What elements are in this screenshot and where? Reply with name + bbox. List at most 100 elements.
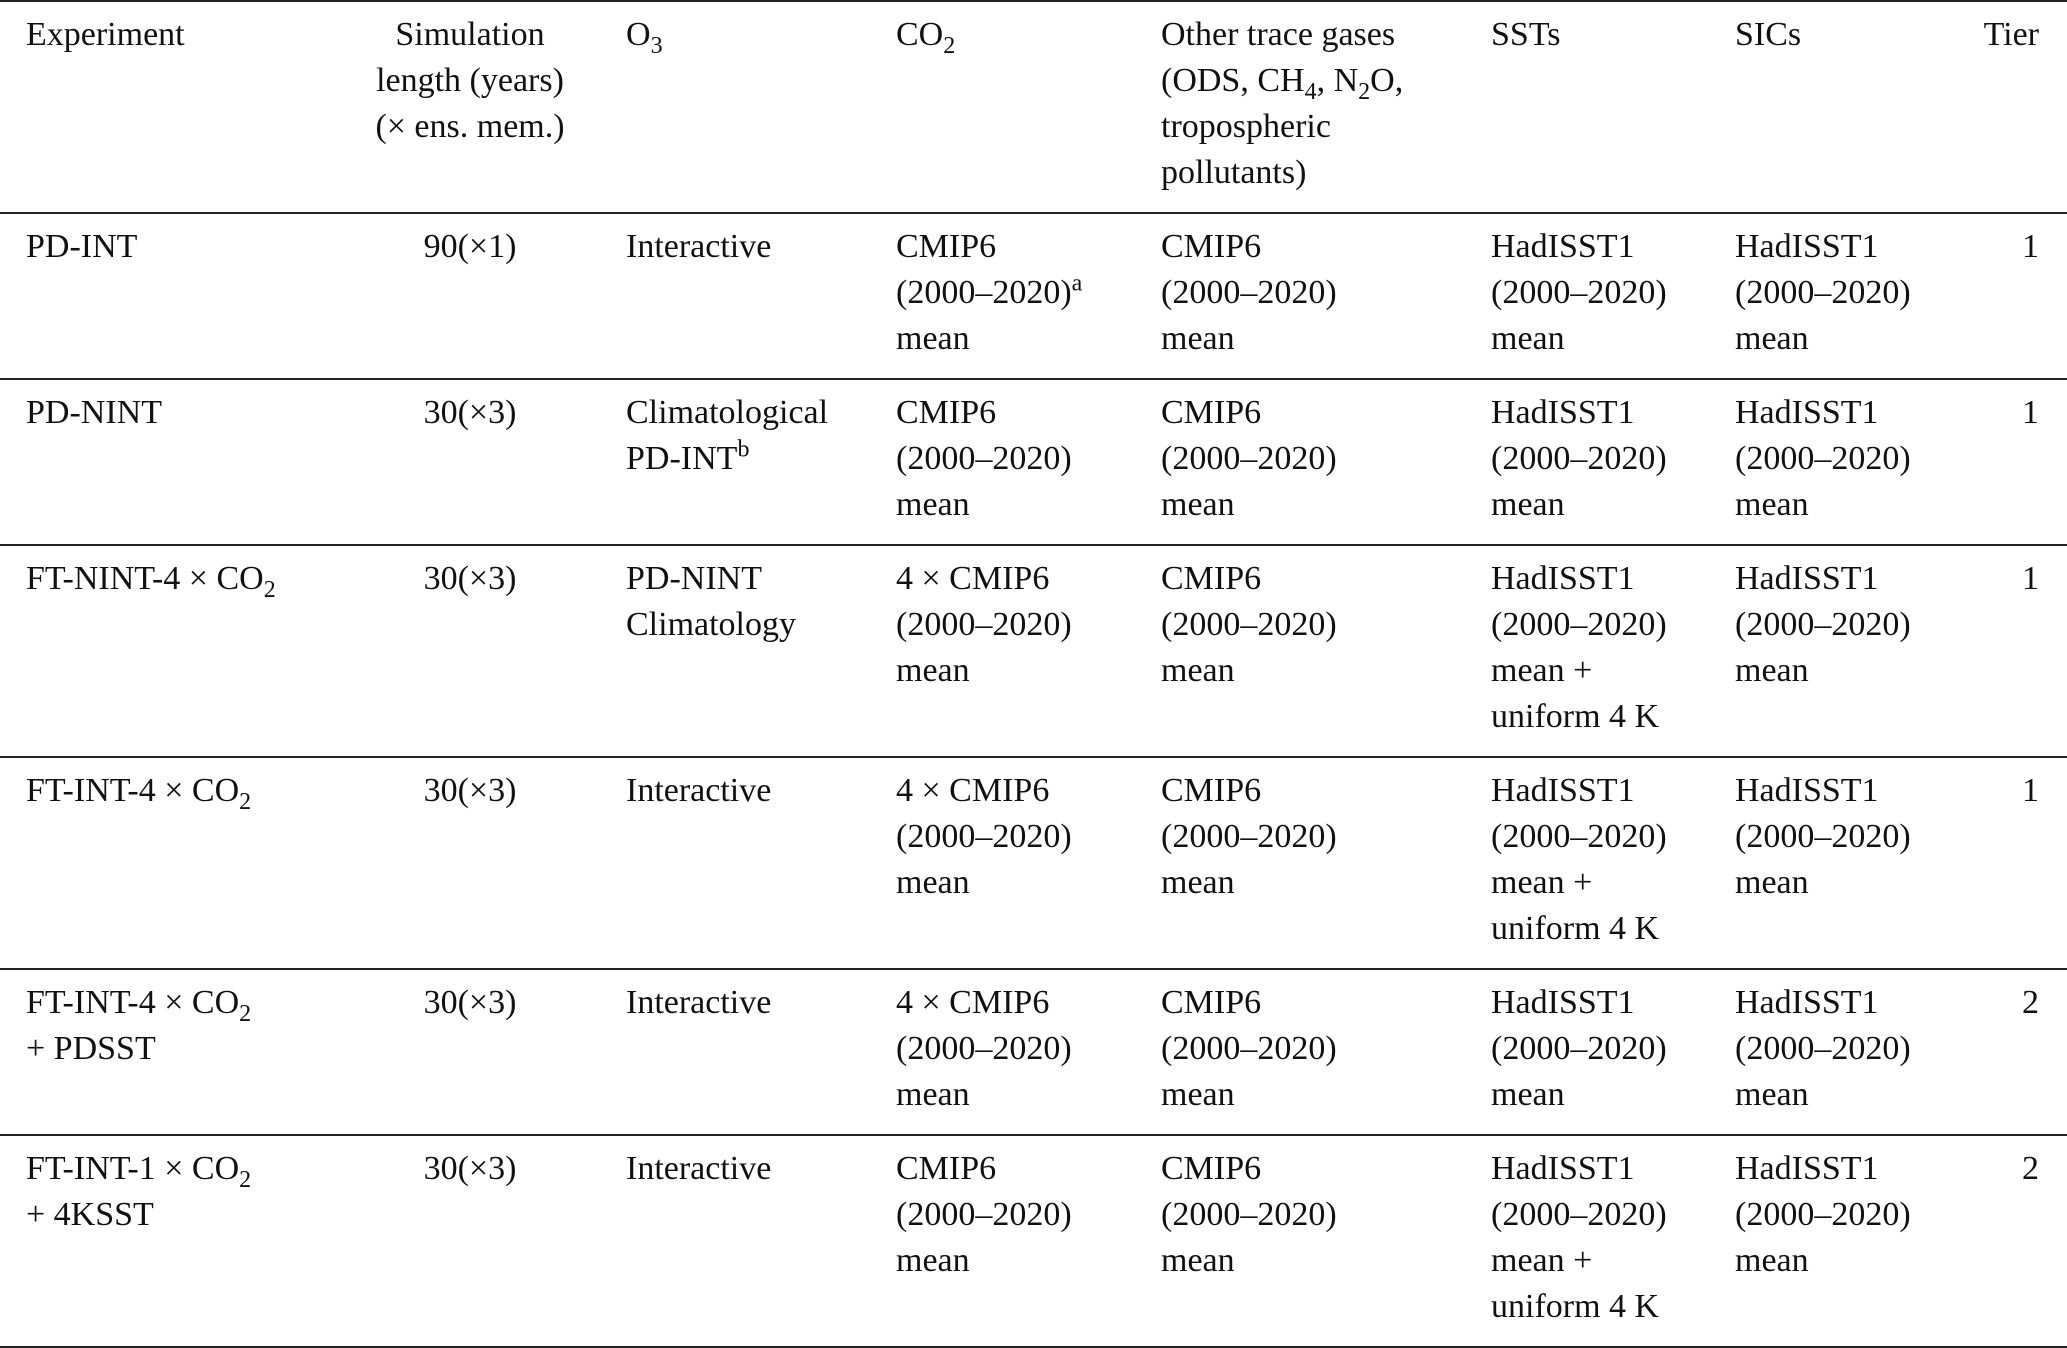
cell-line: Simulation	[395, 16, 545, 53]
cell-line: PD-INTb	[626, 436, 880, 482]
cell-line: Interactive	[626, 984, 772, 1021]
table-cell: HadISST1 (2000–2020) mean	[1719, 1135, 1960, 1347]
table-cell: HadISST1 (2000–2020) mean	[1719, 545, 1960, 757]
cell-line: uniform 4 K	[1491, 910, 1660, 947]
cell-line: (2000–2020)a	[896, 270, 1145, 316]
table-header: Experiment Simulation length (years) (× ens…	[0, 1, 2067, 213]
table-cell: O3	[610, 1, 880, 213]
cell-line: mean	[1491, 1076, 1565, 1113]
cell-line: mean	[1735, 1076, 1809, 1113]
cell-line: (2000–2020)	[896, 440, 1072, 477]
cell-line: 30(×3)	[423, 1150, 517, 1187]
table-cell: Interactive	[610, 757, 880, 969]
cell-line: CMIP6	[896, 394, 997, 431]
text-run: FT-NINT-4 × CO	[26, 560, 264, 597]
cell-line: HadISST1	[1491, 772, 1635, 809]
text-run: PD-INT	[626, 440, 738, 477]
cell-line: mean	[1491, 320, 1565, 357]
table-cell: SICs	[1719, 1, 1960, 213]
cell-line: HadISST1	[1735, 394, 1879, 431]
table-cell: 30(×3)	[330, 379, 610, 545]
cell-line: mean	[1161, 652, 1235, 689]
cell-line: HadISST1	[1735, 560, 1879, 597]
subscript: 2	[1358, 78, 1371, 105]
cell-line: (2000–2020)	[1491, 818, 1667, 855]
cell-line: CMIP6	[1161, 560, 1262, 597]
cell-line: HadISST1	[1491, 560, 1635, 597]
table-cell: CMIP6 (2000–2020) mean	[880, 379, 1145, 545]
table-cell: 30(×3)	[330, 757, 610, 969]
subscript: 2	[239, 1000, 252, 1027]
subscript: 2	[239, 788, 252, 815]
table-cell: PD-INT	[0, 213, 330, 379]
cell-line: mean	[1491, 486, 1565, 523]
table-cell: HadISST1 (2000–2020) mean	[1475, 379, 1719, 545]
table-cell: Climatological PD-INTb	[610, 379, 880, 545]
table-cell: 30(×3)	[330, 545, 610, 757]
cell-line: mean	[1735, 864, 1809, 901]
table-cell: HadISST1 (2000–2020) mean + uniform 4 K	[1475, 545, 1719, 757]
text-run: O	[626, 16, 651, 53]
text-run: O,	[1370, 62, 1404, 99]
cell-line: HadISST1	[1491, 984, 1635, 1021]
cell-line: (2000–2020)	[1735, 440, 1911, 477]
subscript: 3	[650, 32, 663, 59]
cell-line: SICs	[1735, 16, 1802, 53]
table-body: PD-INT 90(×1) Interactive CMIP6 (2000–2020)a…	[0, 213, 2067, 1347]
cell-line: (2000–2020)	[1491, 274, 1667, 311]
subscript: 2	[263, 576, 276, 603]
cell-line: pollutants)	[1161, 154, 1307, 191]
cell-line: (2000–2020)	[1491, 606, 1667, 643]
cell-line: PD-NINT	[626, 560, 762, 597]
cell-line: + 4KSST	[26, 1196, 154, 1233]
table-cell: 1	[1960, 757, 2067, 969]
cell-line: mean	[1735, 652, 1809, 689]
table-cell: FT-INT-1 × CO2 + 4KSST	[0, 1135, 330, 1347]
table-cell: SSTs	[1475, 1, 1719, 213]
table-row: PD-NINT 30(×3) Climatological PD-INTb CMIP6 (…	[0, 379, 2067, 545]
cell-line: mean +	[1491, 652, 1593, 689]
table-cell: HadISST1 (2000–2020) mean	[1719, 757, 1960, 969]
cell-line: 30(×3)	[423, 772, 517, 809]
table-cell: 2	[1960, 1135, 2067, 1347]
cell-line: CMIP6	[1161, 772, 1262, 809]
cell-line: mean	[896, 864, 970, 901]
cell-line: (2000–2020)	[1735, 818, 1911, 855]
cell-line: CMIP6	[1161, 1150, 1262, 1187]
cell-line: PD-NINT	[26, 394, 162, 431]
table-cell: 30(×3)	[330, 969, 610, 1135]
table-cell: CMIP6 (2000–2020) mean	[1145, 757, 1475, 969]
table-cell: Interactive	[610, 1135, 880, 1347]
cell-line: (2000–2020)	[1735, 274, 1911, 311]
cell-line: CMIP6	[1161, 228, 1262, 265]
table-cell: HadISST1 (2000–2020) mean	[1719, 969, 1960, 1135]
cell-line: 1	[2022, 394, 2039, 431]
cell-line: mean	[1161, 486, 1235, 523]
table-cell: 4 × CMIP6 (2000–2020) mean	[880, 545, 1145, 757]
cell-line: (2000–2020)	[1491, 1196, 1667, 1233]
superscript: a	[1071, 270, 1083, 297]
cell-line: CMIP6	[896, 228, 997, 265]
cell-line: HadISST1	[1735, 984, 1879, 1021]
table-cell: 2	[1960, 969, 2067, 1135]
cell-line: (2000–2020)	[1491, 1030, 1667, 1067]
text-run: FT-INT-1 × CO	[26, 1150, 240, 1187]
superscript: b	[737, 436, 750, 463]
cell-line: Other trace gases	[1161, 16, 1396, 53]
cell-line: CO2	[896, 12, 1145, 58]
table-cell: CMIP6 (2000–2020) mean	[1145, 379, 1475, 545]
cell-line: Interactive	[626, 772, 772, 809]
table-cell: FT-NINT-4 × CO2	[0, 545, 330, 757]
cell-line: (2000–2020)	[1161, 274, 1337, 311]
cell-line: mean	[1735, 486, 1809, 523]
table-cell: CMIP6 (2000–2020) mean	[880, 1135, 1145, 1347]
cell-line: mean	[1161, 1076, 1235, 1113]
table-cell: HadISST1 (2000–2020) mean	[1475, 213, 1719, 379]
cell-line: (2000–2020)	[1161, 1030, 1337, 1067]
table-cell: 90(×1)	[330, 213, 610, 379]
text-run: , N	[1316, 62, 1359, 99]
cell-line: HadISST1	[1735, 1150, 1879, 1187]
cell-line: (2000–2020)	[1735, 1196, 1911, 1233]
table-row: FT-INT-4 × CO2 + PDSST 30(×3) Interactive 4 …	[0, 969, 2067, 1135]
cell-line: CMIP6	[1161, 394, 1262, 431]
